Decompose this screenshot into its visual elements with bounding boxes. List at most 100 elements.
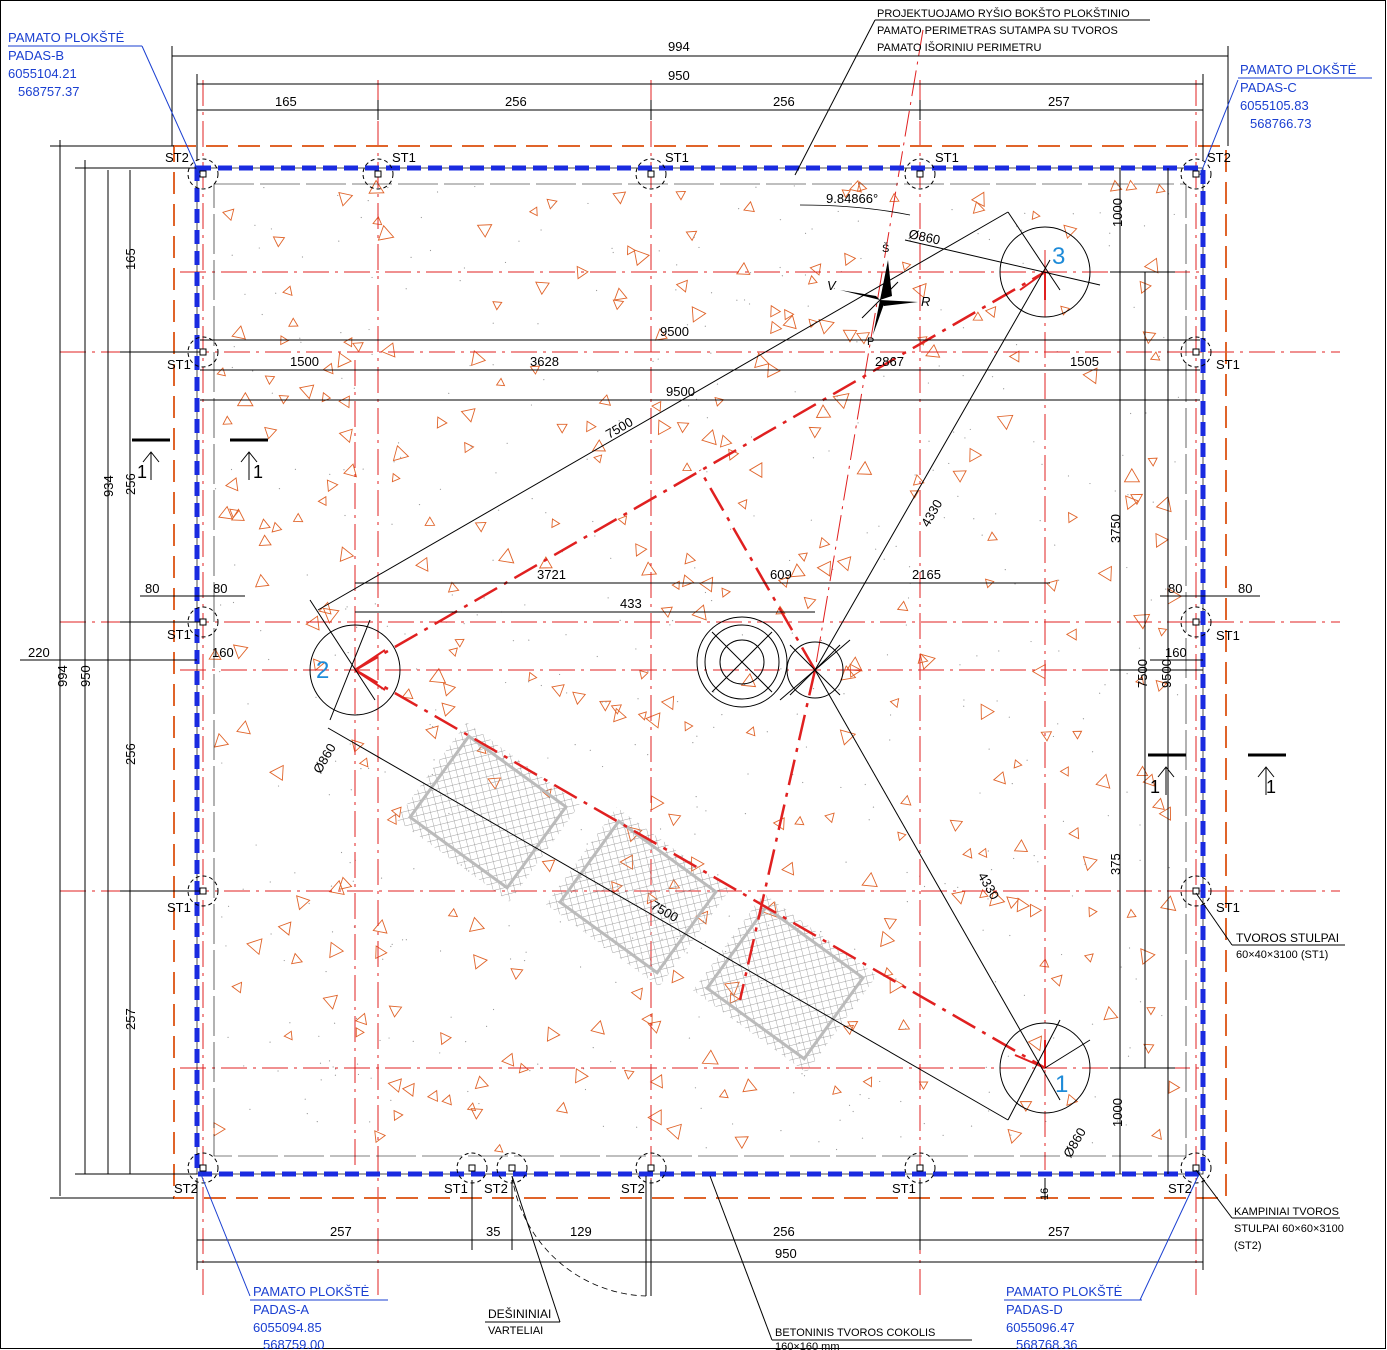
- dim-right-1000: 1000: [1110, 1098, 1125, 1127]
- hatch-dot: [353, 387, 355, 389]
- hatch-dot: [951, 209, 953, 211]
- hatch-mark: [1082, 856, 1098, 872]
- hatch-dot: [780, 1129, 782, 1132]
- hatch-dot: [1084, 863, 1086, 865]
- hatch-mark: [599, 700, 612, 712]
- hatch-dot: [852, 1110, 854, 1113]
- hatch-mark: [377, 224, 395, 241]
- post-label: ST2: [1207, 150, 1231, 165]
- hatch-dot: [397, 442, 400, 444]
- dim-top-950: 950: [668, 68, 690, 83]
- hatch-dot: [1116, 1120, 1119, 1122]
- dim-left-257: 257: [123, 1008, 138, 1030]
- hatch-dot: [579, 966, 582, 968]
- hatch-dot: [713, 691, 715, 693]
- hatch-mark: [231, 981, 243, 994]
- hatch-dot: [1009, 934, 1011, 937]
- hatch-dot: [601, 701, 603, 703]
- pad-y: 568757.37: [18, 84, 79, 99]
- hatch-dot: [698, 246, 700, 249]
- hatch-mark: [949, 819, 964, 832]
- hatch-mark: [352, 342, 364, 353]
- hatch-dot: [350, 789, 352, 791]
- hatch-mark: [1082, 367, 1098, 385]
- hatch-dot: [843, 693, 845, 695]
- hatch-mark: [337, 352, 352, 368]
- hatch-dot: [895, 978, 897, 980]
- hatch-mark: [641, 1012, 653, 1026]
- hatch-mark: [737, 499, 748, 510]
- hatch-mark: [1013, 759, 1023, 769]
- hatch-dot: [610, 1060, 612, 1063]
- hatch-mark: [264, 426, 278, 440]
- post-label: ST2: [165, 150, 189, 165]
- pad-label-b: PAMATO PLOKŠTĖ PADAS-B 6055104.21 568757…: [8, 30, 142, 99]
- hatch-mark: [495, 377, 506, 387]
- hatch-mark: [1168, 1080, 1181, 1094]
- hatch-dot: [705, 1147, 707, 1149]
- hatch-mark: [447, 907, 459, 918]
- hatch-dot: [928, 440, 930, 442]
- hatch-mark: [222, 208, 235, 222]
- hatch-dot: [688, 1037, 691, 1039]
- hatch-mark: [1013, 839, 1029, 853]
- section-label: 1: [1266, 777, 1276, 797]
- hatch-mark: [718, 1088, 729, 1099]
- hatch-dot: [306, 574, 308, 576]
- dim-right-7500: 7500: [1135, 659, 1150, 688]
- hatch-mark: [1133, 613, 1151, 630]
- hatch-mark: [387, 1078, 402, 1093]
- hatch-dot: [319, 1062, 322, 1064]
- hatch-mark: [816, 560, 832, 577]
- hatch-mark: [1068, 826, 1080, 840]
- hatch-dot: [818, 1141, 820, 1143]
- hatch-dot: [1024, 212, 1026, 214]
- hatch-dot: [1150, 599, 1152, 601]
- hatch-dot: [260, 630, 262, 632]
- hatch-dot: [988, 748, 990, 750]
- hatch-mark: [925, 343, 941, 358]
- hatch-dot: [388, 1037, 390, 1039]
- hatch-mark: [1150, 1128, 1162, 1141]
- hatch-dot: [529, 1070, 531, 1072]
- hatch-dot: [328, 794, 330, 796]
- hatch-dot: [429, 724, 431, 726]
- hatch-mark: [1031, 663, 1046, 680]
- hatch-dot: [1039, 520, 1041, 522]
- hatch-dot: [463, 623, 465, 625]
- hatch-dot: [1133, 306, 1135, 308]
- hatch-dot: [883, 558, 885, 560]
- hatch-dot: [857, 220, 859, 222]
- hatch-dot: [618, 420, 620, 422]
- hatch-dot: [543, 379, 545, 381]
- hatch-dot: [710, 599, 713, 602]
- hatch-dot: [269, 881, 271, 883]
- hatch-dot: [1127, 494, 1129, 496]
- hatch-dot: [704, 591, 707, 594]
- hatch-dot: [747, 773, 749, 775]
- hatch-dot: [270, 933, 272, 935]
- pad-x: 6055105.83: [1240, 98, 1309, 113]
- hatch-dot: [905, 1027, 907, 1030]
- hatch-dot: [234, 564, 236, 566]
- pad-name: PADAS-D: [1006, 1302, 1063, 1317]
- hatch-dot: [369, 1121, 371, 1123]
- hatch-mark: [298, 384, 315, 400]
- hatch-mark: [682, 462, 693, 472]
- dim-top-165: 165: [275, 94, 297, 109]
- note-corner-line1: KAMPINIAI TVOROS: [1234, 1206, 1339, 1218]
- hatch-mark: [246, 938, 263, 956]
- hatch-mark: [984, 305, 997, 319]
- hatch-dot: [781, 275, 784, 277]
- hatch-mark: [291, 952, 304, 965]
- fence-post: [1180, 875, 1212, 907]
- hatch-dot: [559, 921, 561, 923]
- hatch-dot: [300, 341, 302, 343]
- hatch-mark: [610, 704, 623, 715]
- hatch-dot: [318, 1035, 320, 1037]
- hatch-mark: [1151, 797, 1165, 811]
- hatch-dot: [308, 902, 310, 905]
- hatch-dot: [1037, 861, 1039, 863]
- hatch-mark: [889, 697, 900, 709]
- hatch-dot: [528, 681, 530, 683]
